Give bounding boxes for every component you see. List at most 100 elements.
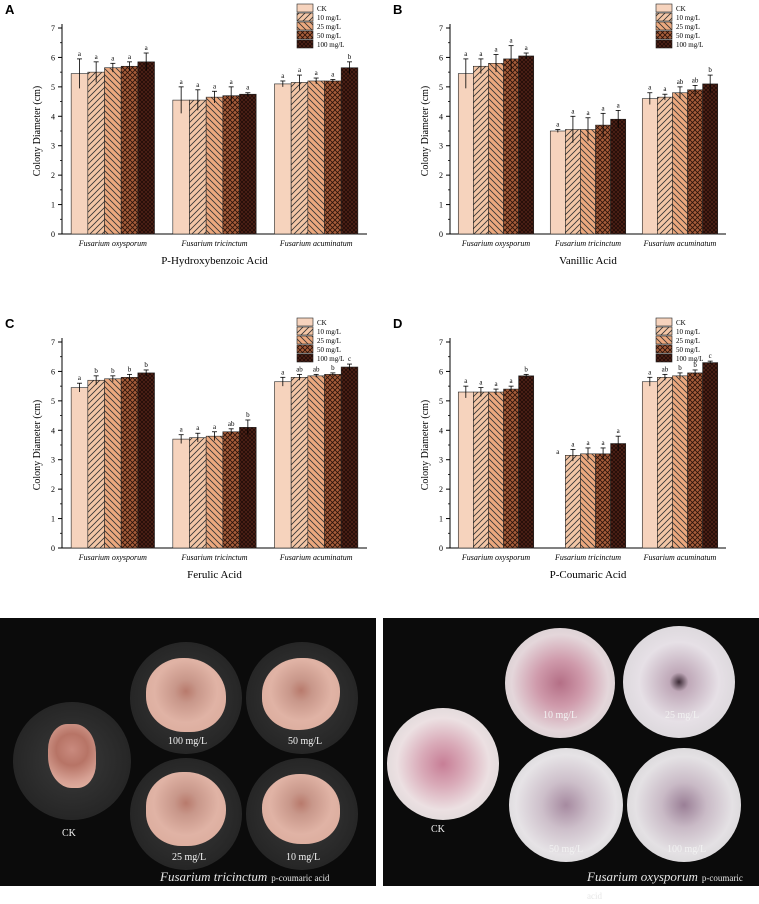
significance-letter: a bbox=[78, 50, 82, 58]
bar bbox=[120, 65, 139, 235]
caption-right-species: Fusarium oxysporum bbox=[587, 869, 698, 884]
legend-swatch bbox=[655, 317, 673, 327]
caption-right: Fusarium oxysporum p-coumaric acid bbox=[587, 868, 759, 904]
y-tick-label: 6 bbox=[51, 367, 55, 376]
legend-label: 25 mg/L bbox=[317, 337, 341, 345]
significance-letter: a bbox=[494, 45, 498, 53]
significance-letter: ab bbox=[692, 76, 699, 84]
x-axis-label: P-Hydroxybenzoic Acid bbox=[161, 255, 268, 267]
x-category-label: Fusarium acuminatum bbox=[279, 239, 353, 248]
bar bbox=[580, 129, 596, 235]
bar bbox=[274, 83, 292, 235]
bar bbox=[70, 73, 89, 235]
bar bbox=[137, 372, 155, 549]
bar bbox=[657, 377, 673, 549]
dish-label-50-right: 50 mg/L bbox=[549, 844, 584, 855]
dish-10-right bbox=[505, 628, 615, 738]
panel-letter: C bbox=[5, 316, 15, 331]
bar bbox=[239, 427, 257, 549]
significance-letter: a bbox=[602, 104, 606, 112]
bar bbox=[172, 99, 190, 235]
y-tick-label: 2 bbox=[439, 485, 443, 494]
significance-letter: a bbox=[281, 72, 285, 80]
x-axis-label: Ferulic Acid bbox=[187, 569, 242, 581]
significance-letter: a bbox=[246, 84, 250, 92]
y-tick-label: 4 bbox=[439, 112, 443, 121]
significance-letter: a bbox=[111, 54, 115, 62]
bar bbox=[580, 453, 596, 549]
significance-letter: a bbox=[213, 423, 217, 431]
legend-swatch bbox=[296, 335, 314, 345]
y-tick-label: 5 bbox=[439, 397, 443, 406]
significance-letter: a bbox=[230, 78, 234, 86]
significance-letter: ab bbox=[313, 365, 320, 373]
significance-letter: a bbox=[586, 439, 590, 447]
significance-letter: a bbox=[663, 85, 667, 93]
significance-letter: a bbox=[556, 121, 560, 129]
significance-letter: ab bbox=[677, 78, 684, 86]
legend-label: 25 mg/L bbox=[676, 337, 700, 345]
significance-letter: a bbox=[128, 53, 132, 61]
bar bbox=[70, 387, 89, 549]
y-tick-label: 3 bbox=[439, 142, 443, 151]
bar bbox=[189, 437, 207, 549]
y-tick-label: 5 bbox=[51, 397, 55, 406]
legend-label: 10 mg/L bbox=[317, 328, 341, 336]
significance-letter: a bbox=[510, 37, 514, 45]
chart-panel-b: B 0 1 2 3 4 5 6 7 Colony Diameter (cm) a a a a a Fusari… bbox=[393, 2, 726, 267]
significance-letter: a bbox=[281, 368, 285, 376]
legend-swatch bbox=[655, 344, 673, 354]
legend-swatch bbox=[655, 326, 673, 336]
y-tick-label: 6 bbox=[51, 53, 55, 62]
y-axis-label: Colony Diameter (cm) bbox=[420, 86, 431, 177]
legend-label: 10 mg/L bbox=[676, 328, 700, 336]
bar bbox=[120, 377, 139, 549]
bar bbox=[488, 391, 504, 549]
legend-label: CK bbox=[317, 319, 327, 327]
legend-swatch bbox=[655, 353, 673, 363]
panel-letter: A bbox=[5, 2, 15, 17]
y-tick-label: 7 bbox=[51, 24, 55, 33]
significance-letter: a bbox=[602, 439, 606, 447]
dish-label-10-right: 10 mg/L bbox=[543, 710, 578, 721]
petri-dish-photos: CK 100 mg/L 50 mg/L 25 mg/L 10 mg/L Fusa… bbox=[0, 618, 759, 901]
panel-letter: B bbox=[393, 2, 402, 17]
significance-letter: b bbox=[246, 411, 250, 419]
y-axis-label: Colony Diameter (cm) bbox=[32, 400, 43, 491]
y-tick-label: 3 bbox=[51, 456, 55, 465]
significance-letter: b bbox=[524, 365, 528, 373]
bar bbox=[222, 431, 240, 549]
y-tick-label: 4 bbox=[51, 426, 55, 435]
dish-label-50: 50 mg/L bbox=[288, 736, 323, 747]
significance-letter: a bbox=[479, 50, 483, 58]
bar bbox=[518, 375, 535, 549]
significance-letter: a bbox=[571, 107, 575, 115]
significance-letter: b bbox=[111, 367, 115, 375]
significance-letter: b bbox=[348, 53, 352, 61]
bar bbox=[610, 443, 627, 549]
legend-swatch bbox=[296, 39, 314, 49]
y-tick-label: 0 bbox=[439, 544, 443, 553]
significance-letter: a bbox=[494, 380, 498, 388]
bar bbox=[239, 93, 257, 235]
bar bbox=[672, 375, 688, 549]
bar bbox=[87, 71, 105, 235]
dish-label-100: 100 mg/L bbox=[168, 736, 208, 747]
significance-letter: a bbox=[298, 66, 302, 74]
y-tick-label: 5 bbox=[439, 83, 443, 92]
significance-letter: a bbox=[196, 81, 200, 89]
bar bbox=[518, 55, 535, 235]
y-tick-label: 1 bbox=[51, 201, 55, 210]
y-tick-label: 0 bbox=[439, 230, 443, 239]
bar bbox=[137, 61, 155, 235]
bar bbox=[324, 374, 342, 549]
significance-letter: a bbox=[617, 101, 621, 109]
charts-figure: A 0 1 2 3 4 5 6 7 Colony Diameter (cm) a a a a a Fusari… bbox=[5, 2, 726, 581]
x-category-label: Fusarium oxysporum bbox=[461, 239, 530, 248]
dish-label-10: 10 mg/L bbox=[286, 852, 321, 863]
photo-right: CK 10 mg/L 25 mg/L 50 mg/L 100 mg/L Fusa… bbox=[383, 618, 759, 901]
bar bbox=[641, 381, 658, 549]
legend-label: 25 mg/L bbox=[676, 23, 700, 31]
significance-letter: a bbox=[180, 78, 184, 86]
